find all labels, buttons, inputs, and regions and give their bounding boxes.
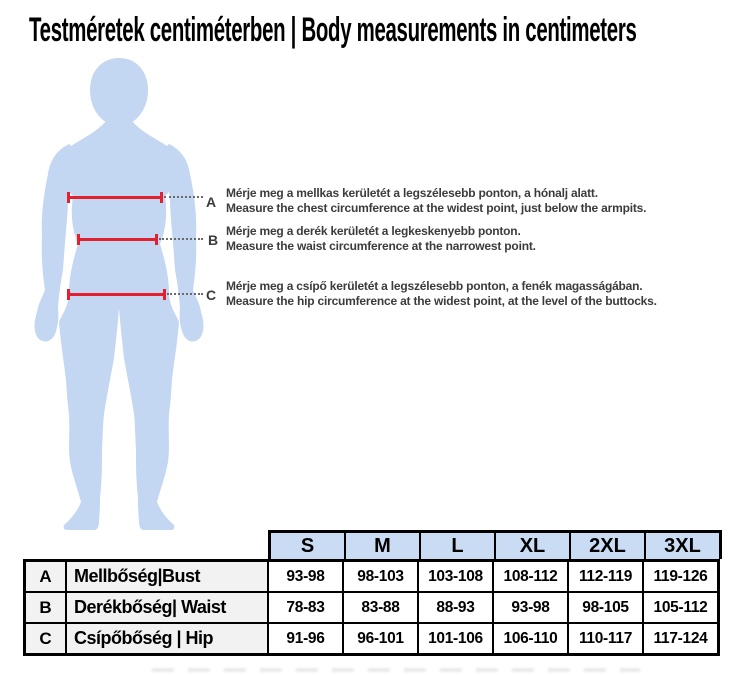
line-b-right-cap: [155, 234, 158, 245]
desc-a-en: Measure the chest circumference at the w…: [226, 201, 647, 215]
measurement-desc-c: Mérje meg a csípő kerületét a legszélese…: [226, 279, 657, 309]
desc-a-hu: Mérje meg a mellkas kerületét a legszéle…: [226, 186, 598, 200]
desc-c-en: Measure the hip circumference at the wid…: [226, 294, 657, 308]
bust-l: 103-108: [417, 562, 492, 591]
line-a-bar: [67, 196, 163, 199]
torso-legs-shape: [56, 120, 182, 530]
waist-l: 88-93: [417, 593, 492, 622]
measurement-letter-c: C: [206, 287, 217, 303]
size-header-m: M: [344, 533, 419, 559]
size-header-xl: XL: [494, 533, 569, 559]
measurement-line-c: [67, 289, 166, 300]
bust-xl: 108-112: [492, 562, 567, 591]
hip-m: 96-101: [342, 624, 417, 653]
bust-m: 98-103: [342, 562, 417, 591]
waist-2xl: 98-105: [567, 593, 642, 622]
line-b-bar: [77, 238, 158, 241]
hip-2xl: 110-117: [567, 624, 642, 653]
line-a-right-cap: [160, 192, 163, 203]
hip-s: 91-96: [267, 624, 342, 653]
waist-s: 78-83: [267, 593, 342, 622]
dotted-connector-a: [164, 196, 203, 198]
measurement-letter-b: B: [208, 232, 219, 248]
row-label: Csípőbőség | Hip: [65, 624, 267, 653]
hip-3xl: 117-124: [642, 624, 717, 653]
row-letter: A: [26, 562, 65, 591]
right-arm-shape: [159, 144, 204, 342]
desc-b-en: Measure the waist circumference at the n…: [226, 239, 536, 253]
waist-xl: 93-98: [492, 593, 567, 622]
bust-2xl: 112-119: [567, 562, 642, 591]
bust-s: 93-98: [267, 562, 342, 591]
line-c-bar: [67, 293, 166, 296]
measurement-desc-b: Mérje meg a derék kerületét a legkeskeny…: [226, 224, 536, 254]
head-shape: [90, 58, 148, 126]
measurement-desc-a: Mérje meg a mellkas kerületét a legszéle…: [226, 186, 646, 216]
row-letter: B: [26, 593, 65, 622]
desc-b-hu: Mérje meg a derék kerületét a legkeskeny…: [226, 224, 521, 238]
size-header-3xl: 3XL: [644, 533, 719, 559]
measurement-line-a: [67, 192, 163, 203]
measurement-letter-a: A: [206, 194, 217, 210]
row-label: Mellbőség|Bust: [65, 562, 267, 591]
measurement-line-b: [77, 234, 158, 245]
waist-3xl: 105-112: [642, 593, 717, 622]
size-header-2xl: 2XL: [569, 533, 644, 559]
dotted-connector-b: [159, 238, 203, 240]
page-title: Testméretek centiméterben | Body measure…: [29, 11, 637, 49]
table-row-bust: A Mellbőség|Bust 93-98 98-103 103-108 10…: [26, 562, 717, 591]
bust-3xl: 119-126: [642, 562, 717, 591]
hip-l: 101-106: [417, 624, 492, 653]
row-letter: C: [26, 624, 65, 653]
waist-m: 83-88: [342, 593, 417, 622]
cropped-artifact: [152, 668, 640, 672]
measurements-table: A Mellbőség|Bust 93-98 98-103 103-108 10…: [23, 559, 720, 656]
size-header-l: L: [419, 533, 494, 559]
line-c-right-cap: [163, 289, 166, 300]
size-header-s: S: [271, 533, 344, 559]
size-header-row: S M L XL 2XL 3XL: [268, 530, 722, 559]
table-row-waist: B Derékbőség| Waist 78-83 83-88 88-93 93…: [26, 591, 717, 622]
table-row-hip: C Csípőbőség | Hip 91-96 96-101 101-106 …: [26, 622, 717, 653]
row-label: Derékbőség| Waist: [65, 593, 267, 622]
desc-c-hu: Mérje meg a csípő kerületét a legszélese…: [226, 279, 643, 293]
hip-xl: 106-110: [492, 624, 567, 653]
dotted-connector-c: [167, 293, 203, 295]
